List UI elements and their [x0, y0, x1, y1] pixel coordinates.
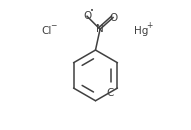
Text: •: •: [90, 8, 94, 14]
Text: O: O: [109, 13, 117, 22]
Text: −: −: [50, 21, 57, 30]
Text: N: N: [96, 24, 104, 34]
Text: C: C: [107, 88, 114, 98]
Text: Hg: Hg: [134, 26, 149, 36]
Text: +: +: [147, 21, 153, 30]
Text: O: O: [83, 11, 91, 21]
Text: Cl: Cl: [41, 26, 51, 36]
